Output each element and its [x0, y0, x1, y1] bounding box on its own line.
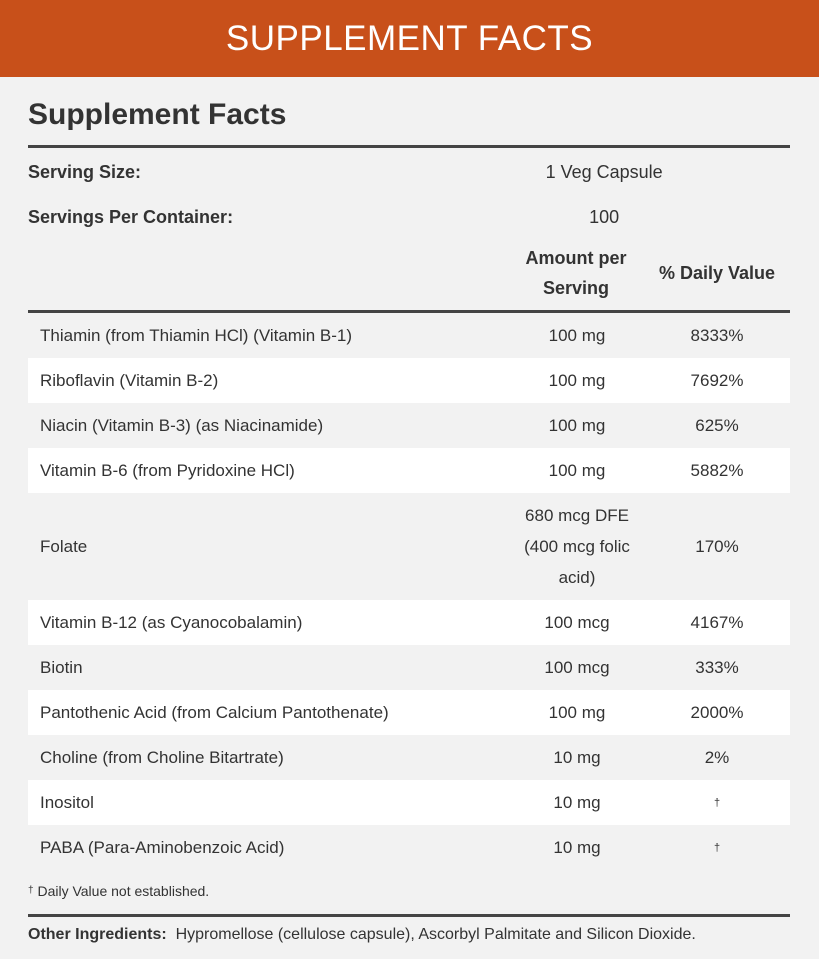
other-ingredients: Other Ingredients: Hypromellose (cellulo… [28, 917, 790, 944]
nutrient-daily-value: 2000% [690, 702, 744, 722]
nutrient-amount: 100 mg [548, 461, 606, 480]
nutrient-name: Folate [40, 536, 88, 556]
nutrient-amount: 10 mg [553, 838, 601, 857]
nutrient-amount: 100 mg [548, 371, 606, 390]
table-row: Folate 680 mcg DFE (400 mcg folic acid) … [28, 493, 790, 600]
column-header-daily-value: % Daily Value [658, 262, 776, 283]
nutrient-name: Vitamin B-6 (from Pyridoxine HCl) [40, 460, 295, 480]
serving-size-value: 1 Veg Capsule [545, 162, 663, 182]
nutrient-amount: 100 mg [548, 416, 606, 435]
nutrient-name: Pantothenic Acid (from Calcium Pantothen… [40, 702, 389, 722]
table-row: PABA (Para-Aminobenzoic Acid) 10 mg † [28, 825, 790, 870]
nutrient-daily-value: † [713, 796, 721, 809]
panel-title: Supplement Facts [28, 98, 287, 131]
divider [28, 914, 790, 917]
nutrient-daily-value: 170% [695, 536, 739, 556]
table-row: Choline (from Choline Bitartrate) 10 mg … [28, 735, 790, 780]
serving-size-label: Serving Size: [28, 162, 142, 182]
footnote-mark: † [28, 885, 34, 896]
banner-title: SUPPLEMENT FACTS [225, 18, 594, 58]
nutrient-daily-value: 625% [695, 415, 739, 435]
nutrient-daily-value: 7692% [690, 370, 744, 390]
footnote-text: Daily Value not established. [37, 883, 210, 899]
divider [28, 310, 790, 313]
footnote: † Daily Value not established. [28, 870, 790, 914]
header-banner: SUPPLEMENT FACTS [0, 0, 819, 77]
nutrient-name: Vitamin B-12 (as Cyanocobalamin) [40, 612, 303, 632]
nutrient-daily-value: 8333% [690, 325, 744, 345]
table-row: Pantothenic Acid (from Calcium Pantothen… [28, 690, 790, 735]
nutrient-daily-value: 5882% [690, 460, 744, 480]
table-row: Riboflavin (Vitamin B-2) 100 mg 7692% [28, 358, 790, 403]
supplement-facts-panel: Supplement Facts Serving Size: 1 Veg Cap… [28, 77, 790, 944]
nutrient-name: Niacin (Vitamin B-3) (as Niacinamide) [40, 415, 324, 435]
nutrient-amount: 10 mg [553, 793, 601, 812]
nutrient-name: Biotin [40, 657, 83, 677]
nutrient-amount: 100 mcg [544, 613, 610, 632]
nutrient-amount: 100 mcg [544, 658, 610, 677]
table-row: Niacin (Vitamin B-3) (as Niacinamide) 10… [28, 403, 790, 448]
divider [28, 145, 790, 148]
column-header-amount: Amount per Serving [525, 248, 627, 298]
nutrient-daily-value: 2% [704, 747, 730, 767]
nutrient-amount: 680 mcg DFE (400 mcg folic acid) [524, 506, 630, 587]
nutrient-name: PABA (Para-Aminobenzoic Acid) [40, 837, 285, 857]
nutrient-name: Riboflavin (Vitamin B-2) [40, 370, 219, 390]
nutrient-table: Thiamin (from Thiamin HCl) (Vitamin B-1)… [28, 313, 790, 870]
table-row: Vitamin B-12 (as Cyanocobalamin) 100 mcg… [28, 600, 790, 645]
table-row: Inositol 10 mg † [28, 780, 790, 825]
nutrient-name: Inositol [40, 792, 94, 812]
nutrient-daily-value: 333% [695, 657, 739, 677]
table-row: Biotin 100 mcg 333% [28, 645, 790, 690]
nutrient-amount: 100 mg [548, 703, 606, 722]
other-ingredients-label: Other Ingredients: [28, 926, 167, 943]
serving-size-row: Serving Size: 1 Veg Capsule [28, 150, 790, 195]
nutrient-daily-value: † [713, 841, 721, 854]
nutrient-daily-value: 4167% [690, 612, 744, 632]
table-row: Thiamin (from Thiamin HCl) (Vitamin B-1)… [28, 313, 790, 358]
nutrient-amount: 100 mg [548, 326, 606, 345]
servings-per-container-row: Servings Per Container: 100 [28, 195, 790, 240]
servings-label: Servings Per Container: [28, 207, 234, 227]
nutrient-name: Choline (from Choline Bitartrate) [40, 747, 284, 767]
other-ingredients-text: Hypromellose (cellulose capsule), Ascorb… [175, 926, 696, 943]
servings-value: 100 [589, 207, 620, 227]
table-row: Vitamin B-6 (from Pyridoxine HCl) 100 mg… [28, 448, 790, 493]
nutrient-amount: 10 mg [553, 748, 601, 767]
column-header-row: Amount per Serving % Daily Value [28, 240, 790, 306]
nutrient-name: Thiamin (from Thiamin HCl) (Vitamin B-1) [40, 325, 353, 345]
